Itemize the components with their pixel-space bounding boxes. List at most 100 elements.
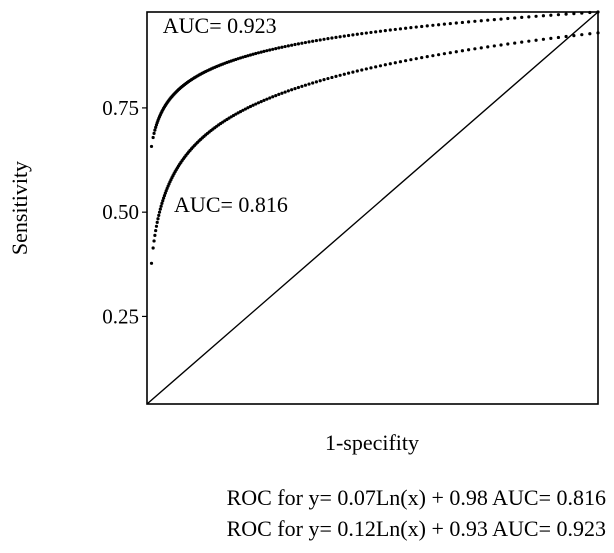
data-point bbox=[425, 55, 429, 59]
data-point bbox=[564, 34, 568, 39]
data-point bbox=[393, 27, 397, 32]
data-point bbox=[596, 31, 600, 35]
data-point bbox=[572, 12, 576, 16]
data-point bbox=[241, 108, 245, 112]
data-point bbox=[499, 43, 503, 47]
data-point bbox=[398, 27, 403, 31]
data-point bbox=[241, 55, 245, 59]
data-point bbox=[414, 57, 418, 61]
data-point bbox=[277, 46, 281, 50]
data-point bbox=[318, 38, 322, 42]
data-point bbox=[351, 33, 355, 37]
data-point bbox=[460, 49, 464, 53]
data-point bbox=[314, 80, 318, 84]
data-point bbox=[246, 54, 250, 58]
data-point bbox=[454, 50, 458, 54]
data-point bbox=[283, 44, 287, 49]
data-point bbox=[398, 60, 403, 64]
data-point bbox=[311, 39, 315, 43]
data-point bbox=[256, 101, 261, 105]
data-point bbox=[286, 44, 290, 48]
data-point bbox=[152, 239, 156, 243]
data-point bbox=[460, 20, 464, 25]
data-point bbox=[149, 261, 154, 265]
data-point bbox=[158, 207, 162, 211]
data-point bbox=[290, 43, 294, 47]
data-point bbox=[549, 36, 553, 40]
data-point bbox=[251, 103, 255, 107]
data-point bbox=[409, 26, 413, 30]
data-point bbox=[414, 25, 418, 29]
y-axis-label: Sensitivity bbox=[7, 161, 32, 255]
data-point bbox=[238, 56, 243, 60]
data-point bbox=[473, 47, 477, 51]
data-point bbox=[296, 42, 301, 46]
data-point bbox=[580, 11, 584, 15]
data-point bbox=[274, 46, 278, 51]
data-point bbox=[549, 13, 553, 17]
auc-label-lower: AUC= 0.816 bbox=[174, 192, 288, 217]
data-point bbox=[527, 39, 531, 43]
data-point bbox=[254, 51, 258, 56]
auc-label-upper: AUC= 0.923 bbox=[163, 13, 277, 38]
data-point bbox=[388, 28, 392, 32]
data-point bbox=[527, 15, 531, 19]
data-point bbox=[355, 69, 359, 73]
data-point bbox=[404, 59, 408, 63]
data-point bbox=[448, 51, 452, 55]
data-point bbox=[492, 18, 496, 22]
data-point bbox=[243, 107, 247, 111]
data-point bbox=[153, 233, 157, 237]
data-point bbox=[303, 40, 308, 45]
data-point bbox=[155, 220, 159, 224]
data-point bbox=[393, 61, 397, 65]
data-point bbox=[442, 22, 447, 26]
data-point bbox=[492, 44, 496, 48]
data-point bbox=[153, 128, 157, 132]
data-point bbox=[293, 42, 297, 47]
data-point bbox=[534, 38, 538, 42]
data-point bbox=[369, 66, 373, 70]
data-point bbox=[520, 40, 524, 44]
data-point bbox=[251, 52, 255, 56]
data-point bbox=[346, 33, 351, 38]
data-point bbox=[280, 91, 284, 95]
tick-group: 0.25 0.50 0.75 bbox=[102, 96, 147, 328]
data-point bbox=[534, 14, 538, 18]
data-point bbox=[479, 46, 483, 50]
data-point bbox=[383, 63, 387, 67]
data-point bbox=[404, 26, 408, 30]
data-point bbox=[307, 40, 311, 44]
data-point bbox=[154, 224, 159, 228]
data-point bbox=[300, 41, 304, 45]
data-point bbox=[506, 16, 510, 21]
data-point bbox=[466, 48, 471, 52]
data-point bbox=[283, 90, 287, 94]
data-point bbox=[149, 144, 154, 149]
data-point bbox=[318, 79, 322, 83]
data-point bbox=[342, 72, 346, 76]
data-point bbox=[409, 58, 413, 62]
data-point bbox=[157, 210, 162, 214]
data-point bbox=[259, 99, 263, 104]
data-point bbox=[360, 32, 364, 36]
data-point bbox=[506, 42, 510, 46]
reference-diagonal-line bbox=[146, 11, 599, 405]
data-point bbox=[466, 20, 471, 24]
data-point bbox=[154, 228, 158, 233]
data-point bbox=[290, 88, 294, 92]
data-point bbox=[330, 36, 334, 40]
data-point bbox=[311, 81, 315, 85]
data-point bbox=[374, 65, 378, 69]
data-point bbox=[499, 17, 503, 21]
data-point bbox=[346, 71, 351, 75]
data-point bbox=[326, 37, 330, 41]
data-point bbox=[580, 33, 584, 37]
data-point bbox=[248, 53, 253, 57]
data-point bbox=[268, 48, 272, 52]
data-point bbox=[236, 111, 240, 115]
data-point bbox=[588, 10, 592, 15]
data-point bbox=[473, 19, 477, 23]
data-point bbox=[334, 35, 338, 39]
